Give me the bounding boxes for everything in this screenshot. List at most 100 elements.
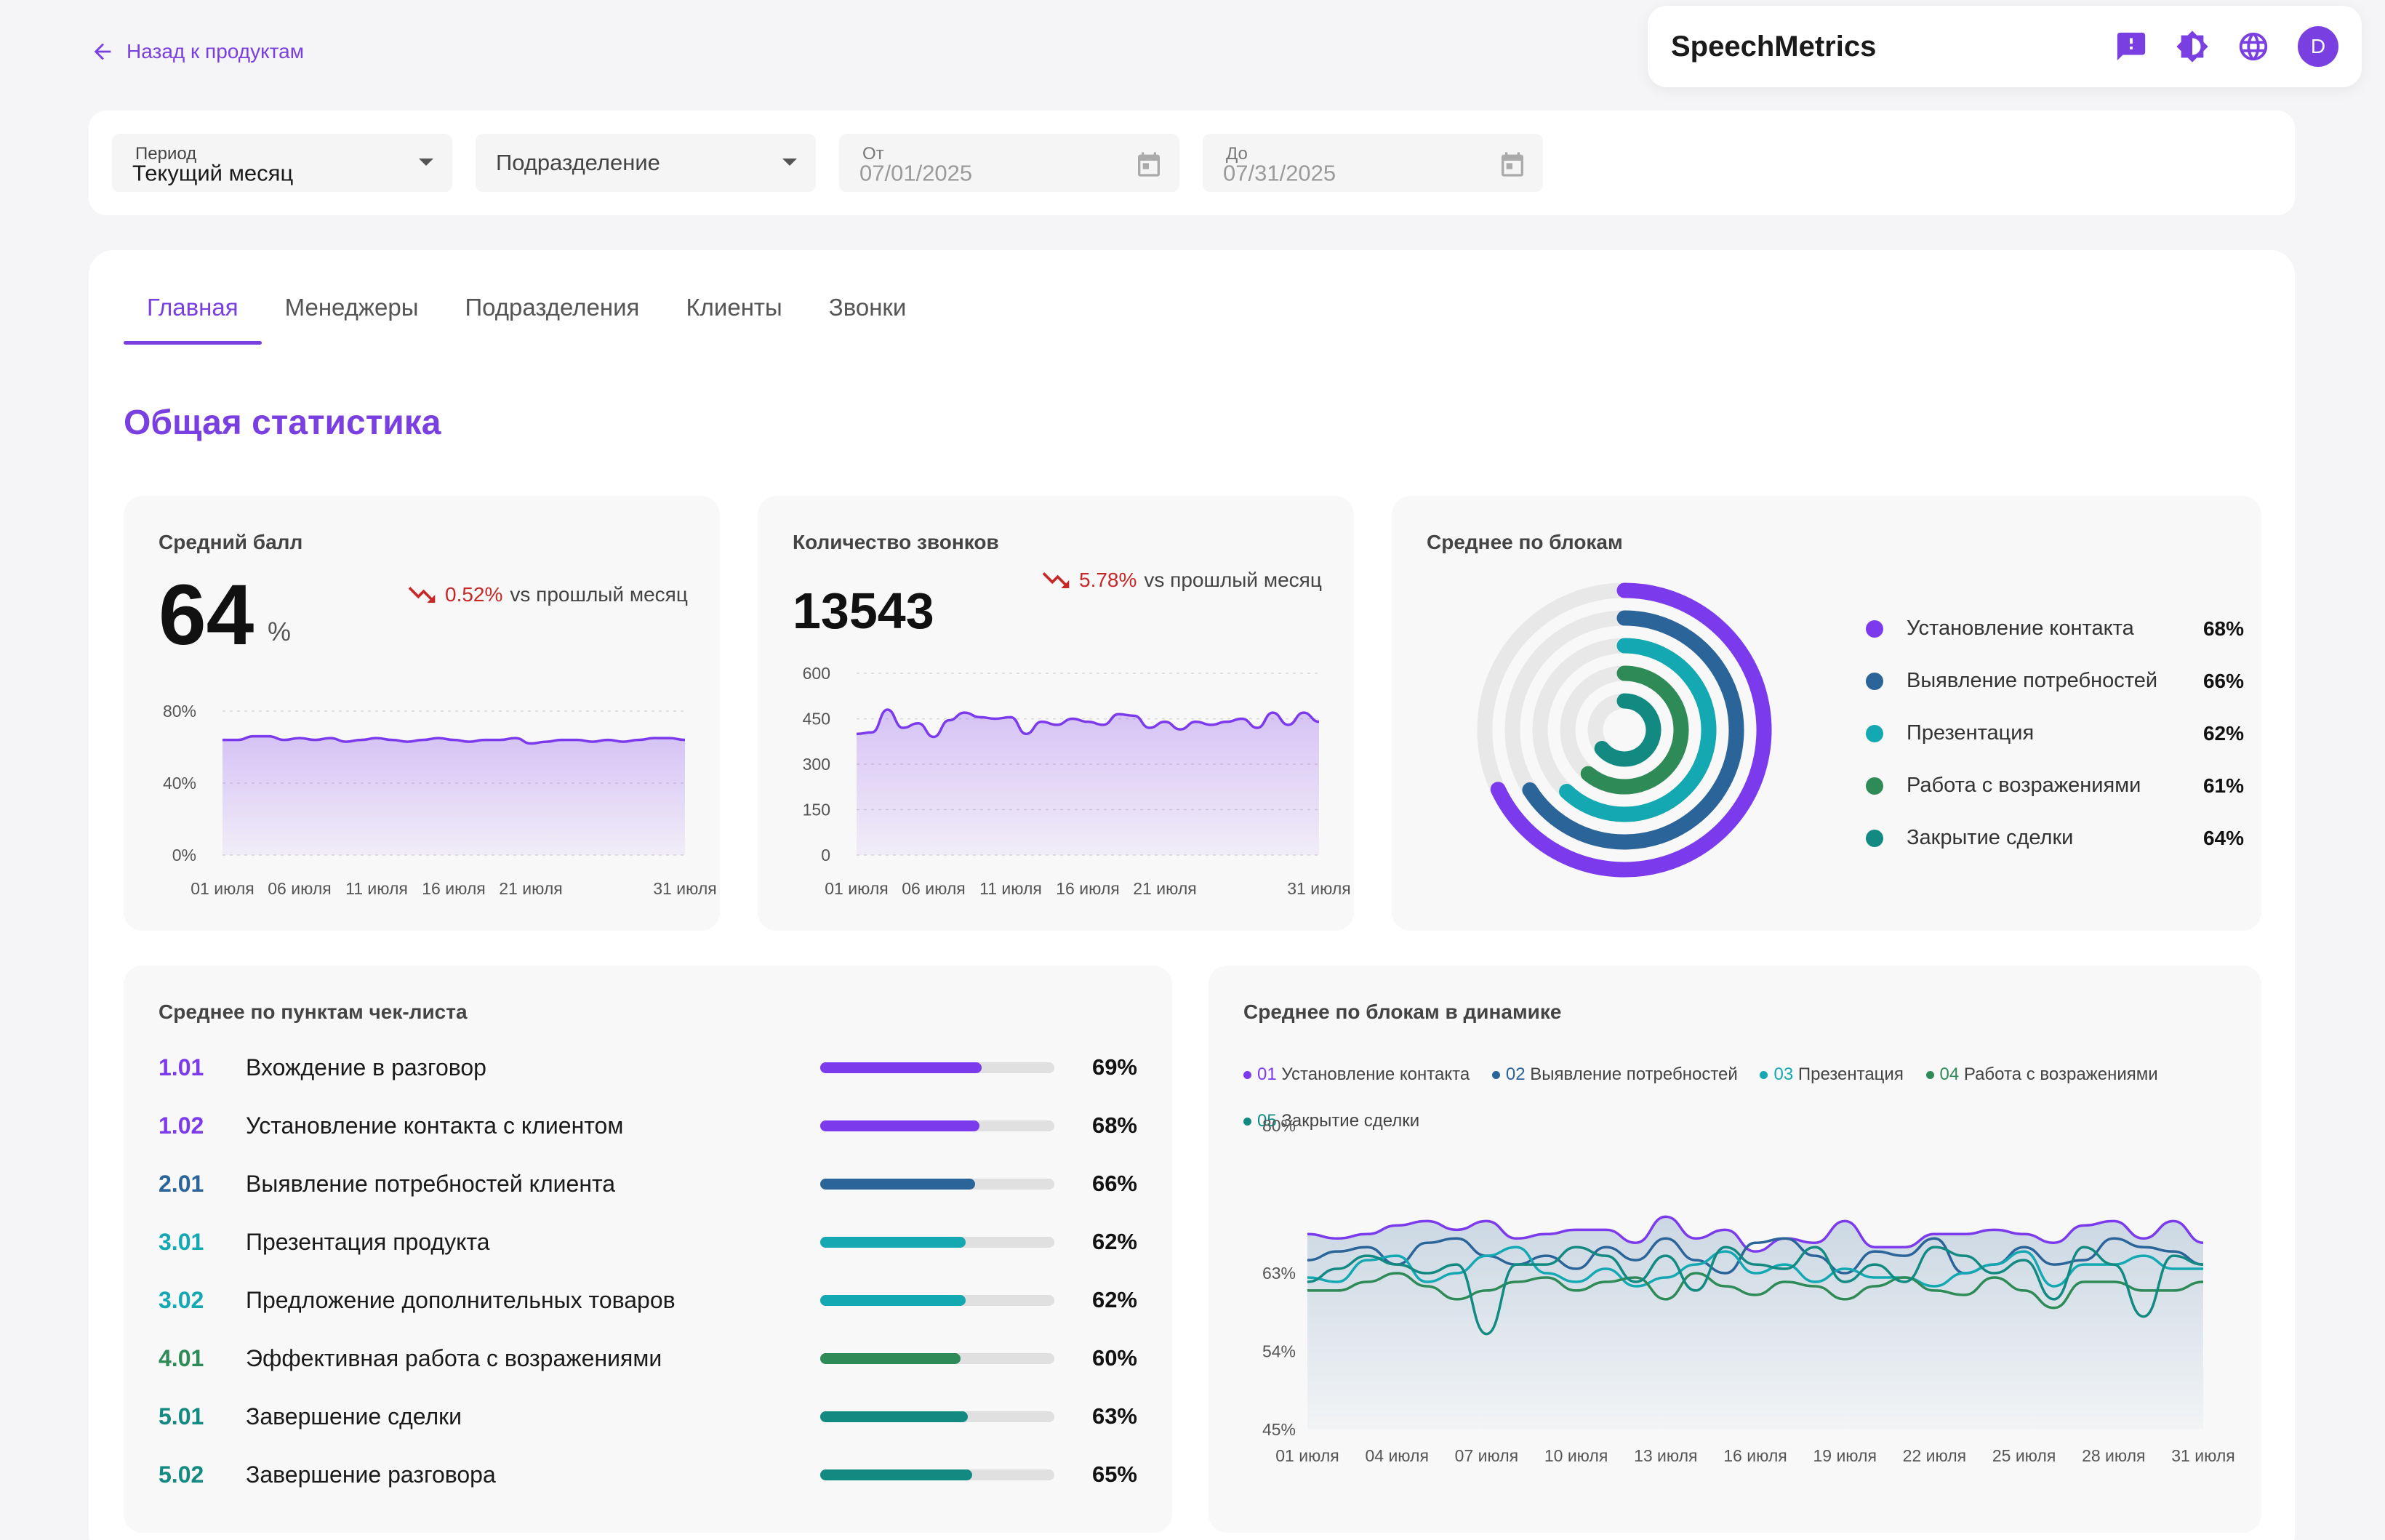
x-tick-label: 31 июля — [2171, 1446, 2234, 1465]
dynamics-legend-item: 01 Установление контакта — [1243, 1051, 1470, 1098]
checklist-code: 3.02 — [159, 1286, 204, 1313]
checklist-code: 2.01 — [159, 1170, 204, 1197]
avg-score-panel: Средний балл 64 % 0.52% vs прошлый месяц… — [124, 496, 720, 931]
checklist-code: 4.01 — [159, 1344, 204, 1371]
y-tick-label: 0% — [172, 846, 196, 865]
series-line — [1307, 1237, 2204, 1275]
blocks-radial-chart — [1477, 582, 1772, 878]
legend-value: 64% — [2202, 826, 2244, 849]
checklist-progress-bar — [820, 1352, 1054, 1364]
legend-item: Установление контакта 68% — [1866, 617, 2244, 641]
checklist-name: Вхождение в разговор — [246, 1054, 486, 1080]
legend-item: Работа с возражениями 61% — [1866, 774, 2244, 798]
date-to-label: До — [1226, 144, 1248, 164]
x-tick-label: 31 июля — [653, 879, 716, 898]
checklist-name: Предложение дополнительных товаров — [246, 1286, 676, 1313]
brand-bar: SpeechMetrics D — [1648, 6, 2362, 87]
checklist-code: 1.02 — [159, 1112, 204, 1139]
area-fill — [223, 736, 685, 855]
checklist-progress-bar — [820, 1294, 1054, 1306]
division-value: Подразделение — [496, 150, 660, 175]
legend-value: 61% — [2202, 774, 2244, 797]
series-line — [1307, 1272, 2204, 1310]
legend-dot — [1866, 777, 1883, 795]
back-to-products-link[interactable]: Назад к продуктам — [90, 39, 304, 64]
legend-name: Презентация — [1907, 721, 2035, 745]
legend-name: Работа с возражениями — [1907, 774, 2141, 797]
checklist-progress-fill — [820, 1411, 968, 1422]
avg-score-trend: 0.52% vs прошлый месяц — [406, 579, 688, 611]
legend-name: Установление контакта — [1907, 617, 2134, 640]
checklist-progress-fill — [820, 1236, 966, 1248]
checklist-row: 3.02 Предложение дополнительных товаров 62… — [159, 1282, 1137, 1318]
dynamics-legend-item: 03 Презентация — [1760, 1051, 1904, 1098]
chevron-down-icon — [782, 159, 797, 166]
tab-calls[interactable]: Звонки — [828, 294, 907, 321]
legend-dot — [1866, 829, 1883, 847]
series-line — [856, 708, 1320, 739]
checklist-progress-bar — [820, 1236, 1054, 1248]
period-label: Период — [135, 144, 197, 164]
y-tick-label: 600 — [803, 664, 830, 683]
legend-dot — [1866, 619, 1883, 638]
legend-item: Презентация 62% — [1866, 721, 2244, 745]
dynamics-legend-item: 04 Работа с возражениями — [1925, 1051, 2158, 1098]
checklist-row: 1.01 Вхождение в разговор 69% — [159, 1049, 1137, 1086]
checklist-row: 5.02 Завершение разговора 65% — [159, 1456, 1137, 1493]
chevron-down-icon — [419, 159, 433, 166]
x-tick-label: 16 июля — [1723, 1446, 1787, 1465]
tab-divisions[interactable]: Подразделения — [465, 294, 640, 321]
checklist-value: 60% — [1091, 1345, 1137, 1371]
feedback-icon[interactable] — [2115, 30, 2148, 63]
blocks-legend: Установление контакта 68% Выявление потр… — [1866, 496, 2244, 931]
y-tick-label: 80% — [1262, 1116, 1296, 1135]
tab-managers[interactable]: Менеджеры — [284, 294, 419, 321]
series-line — [1307, 1246, 2204, 1336]
y-tick-label: 40% — [163, 774, 196, 793]
series-line — [1307, 1246, 2203, 1288]
checklist-progress-bar — [820, 1469, 1054, 1480]
arrow-left-icon — [94, 43, 111, 60]
legend-name: Закрытие сделки — [1907, 826, 2074, 849]
series-line — [222, 734, 686, 745]
checklist-progress-fill — [820, 1469, 973, 1480]
checklist-value: 65% — [1091, 1461, 1137, 1487]
checklist-progress-bar — [820, 1411, 1054, 1422]
legend-item: Закрытие сделки 64% — [1866, 826, 2244, 850]
dynamics-legend-item: 02 Выявление потребностей — [1491, 1051, 1738, 1098]
checklist-value: 63% — [1091, 1403, 1137, 1429]
avg-score-unit: % — [268, 617, 292, 646]
x-tick-label: 22 июля — [1903, 1446, 1966, 1465]
calls-count-title: Количество звонков — [793, 531, 999, 553]
legend-item: Выявление потребностей 66% — [1866, 669, 2244, 693]
dynamics-line-chart: 45% 54% 63% 80% 01 июля 04 июля 07 июля 10 июля… — [1262, 1116, 2235, 1465]
date-from-field[interactable]: От 07/01/2025 — [839, 134, 1179, 192]
date-to-field[interactable]: До 07/31/2025 — [1203, 134, 1543, 192]
theme-icon[interactable] — [2176, 30, 2209, 63]
period-select[interactable]: Период Текущий месяц — [112, 134, 452, 192]
checklist-panel: Среднее по пунктам чек-листа 1.01 Вхожден… — [124, 966, 1172, 1533]
avatar[interactable]: D — [2298, 26, 2338, 67]
radial-bar — [1522, 610, 1744, 850]
x-tick-label: 13 июля — [1634, 1446, 1697, 1465]
checklist-row: 4.01 Эффективная работа с возражениями 60% — [159, 1340, 1137, 1376]
language-icon[interactable] — [2237, 30, 2270, 63]
x-tick-label: 21 июля — [1133, 879, 1196, 898]
radial-bar — [1559, 638, 1717, 822]
legend-dot — [1866, 724, 1883, 742]
calendar-icon[interactable] — [1134, 150, 1163, 179]
calls-count-trend: 5.78% vs прошлый месяц — [1040, 564, 1322, 596]
series-line — [1307, 1215, 2204, 1253]
checklist-value: 68% — [1091, 1112, 1137, 1138]
x-tick-label: 21 июля — [499, 879, 562, 898]
tab-main[interactable]: Главная — [124, 294, 262, 345]
division-select[interactable]: Подразделение — [476, 134, 816, 192]
checklist-progress-bar — [820, 1120, 1054, 1131]
calendar-icon[interactable] — [1498, 150, 1527, 179]
tab-clients[interactable]: Клиенты — [686, 294, 782, 321]
legend-value: 68% — [2202, 617, 2244, 640]
dynamics-panel: Среднее по блокам в динамике 01 Установл… — [1208, 966, 2261, 1533]
y-tick-label: 150 — [803, 801, 830, 819]
dynamics-title: Среднее по блокам в динамике — [1243, 1000, 1562, 1023]
x-tick-label: 31 июля — [1287, 879, 1350, 898]
